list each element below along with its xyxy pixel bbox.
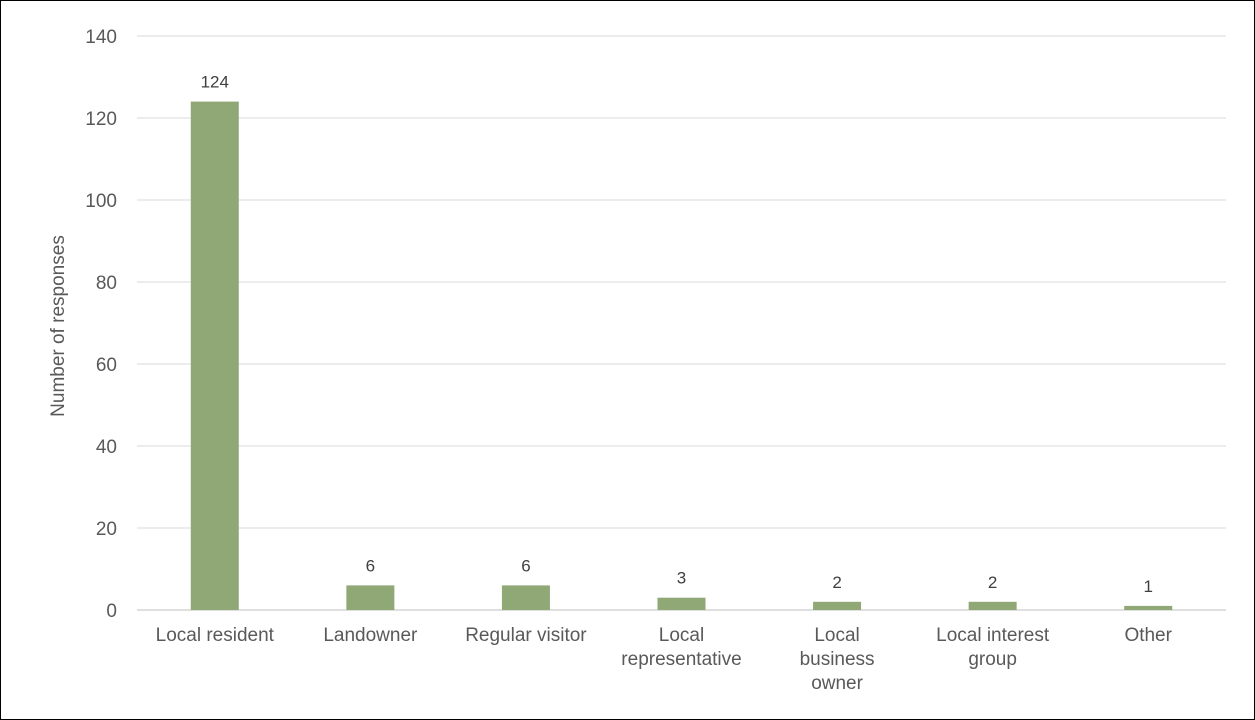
y-axis-title: Number of responses xyxy=(48,235,69,417)
y-tick-label: 140 xyxy=(85,27,117,48)
y-tick-label: 120 xyxy=(85,109,117,130)
data-label: 6 xyxy=(521,556,530,575)
data-label: 2 xyxy=(832,573,841,592)
gridlines xyxy=(137,35,1226,611)
bar xyxy=(346,585,395,610)
bar xyxy=(190,101,239,610)
x-tick-label: Local representative xyxy=(621,625,741,670)
bar xyxy=(657,597,706,610)
x-tick-label: Regular visitor xyxy=(465,625,587,646)
data-label: 124 xyxy=(201,73,229,92)
data-label: 3 xyxy=(677,569,686,588)
x-tick-label: Landowner xyxy=(323,625,418,646)
y-tick-label: 80 xyxy=(96,273,117,294)
y-tick-label: 100 xyxy=(85,191,117,212)
y-axis-ticks: 0 20 40 60 80 100 120 140 xyxy=(85,27,117,622)
bar xyxy=(968,601,1017,610)
y-tick-label: 20 xyxy=(96,519,117,540)
bar xyxy=(501,585,550,610)
x-tick-label: Local interest group xyxy=(936,625,1050,670)
x-tick-label: Local business owner xyxy=(800,625,875,694)
x-axis-ticks: Local resident Landowner Regular visitor Lo… xyxy=(156,625,1173,694)
bar xyxy=(813,601,862,610)
x-tick-label: Local resident xyxy=(156,625,275,646)
data-label: 1 xyxy=(1143,577,1152,596)
data-labels: 124 6 6 3 2 2 1 xyxy=(201,73,1153,596)
bars xyxy=(190,101,1173,610)
bar xyxy=(1124,605,1173,610)
data-label: 6 xyxy=(366,556,375,575)
x-tick-label: Other xyxy=(1124,625,1172,646)
y-tick-label: 0 xyxy=(106,601,117,622)
y-tick-label: 40 xyxy=(96,437,117,458)
data-label: 2 xyxy=(988,573,997,592)
y-tick-label: 60 xyxy=(96,355,117,376)
